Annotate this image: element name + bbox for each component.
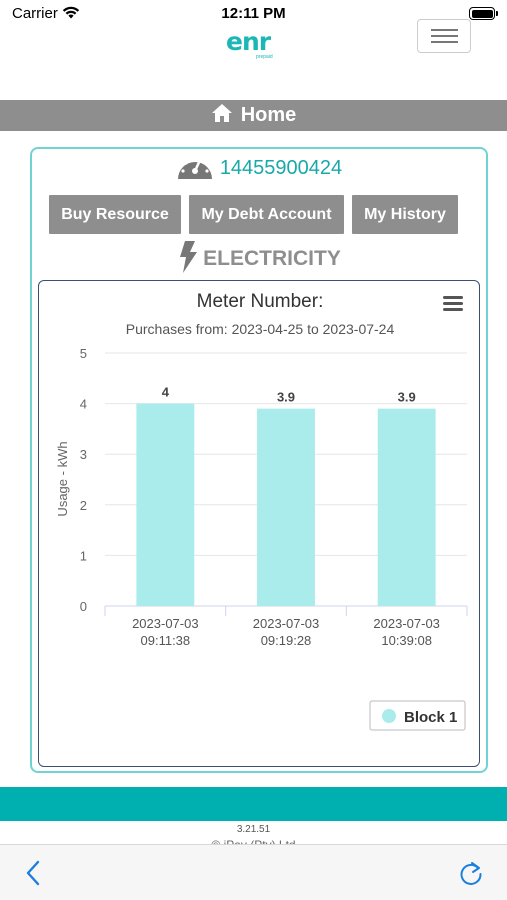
y-tick-label: 3	[80, 447, 87, 462]
chart-svg: Meter Number: Purchases from: 2023-04-25…	[55, 291, 468, 731]
chart-menu-icon[interactable]	[443, 296, 463, 311]
x-tick-label: 10:39:08	[381, 633, 432, 648]
y-tick-label: 2	[80, 498, 87, 513]
x-tick-label: 09:19:28	[261, 633, 312, 648]
chevron-left-icon	[26, 860, 40, 886]
back-button[interactable]	[22, 859, 46, 887]
my-debt-account-button[interactable]: My Debt Account	[189, 195, 344, 234]
legend[interactable]: Block 1	[369, 700, 466, 731]
data-label: 3.9	[398, 390, 416, 405]
y-axis-label: Usage - kWh	[55, 441, 70, 516]
reload-icon	[460, 862, 482, 885]
hamburger-menu-button[interactable]	[417, 19, 471, 53]
y-tick-label: 0	[80, 599, 87, 614]
app-logo: enr prepaid	[226, 27, 286, 61]
page-title: Home	[240, 104, 297, 126]
bar[interactable]	[136, 403, 195, 606]
chart-subtitle: Purchases from: 2023-04-25 to 2023-07-24	[126, 321, 395, 337]
y-tick-label: 1	[80, 548, 87, 563]
page-title-bar: Home	[0, 100, 507, 131]
browser-toolbar	[0, 844, 507, 900]
carrier-label: Carrier	[12, 5, 58, 22]
gauge-icon	[176, 151, 214, 186]
y-tick-label: 4	[80, 397, 87, 412]
data-label: 3.9	[277, 390, 295, 405]
x-tick-label: 2023-07-03	[373, 616, 440, 631]
bar[interactable]	[257, 408, 315, 606]
legend-marker	[382, 709, 396, 723]
meter-card: 14455900424 Buy Resource My Debt Account…	[30, 147, 488, 773]
status-bar: Carrier 12:11 PM	[0, 0, 507, 28]
meter-number: 14455900424	[219, 156, 343, 179]
bar[interactable]	[377, 408, 436, 606]
buy-resource-button[interactable]: Buy Resource	[49, 195, 181, 234]
reload-button[interactable]	[457, 859, 485, 887]
my-history-button[interactable]: My History	[352, 195, 458, 234]
footer-strip	[0, 787, 507, 821]
resource-type: ELECTRICITY	[32, 240, 486, 279]
usage-chart: Meter Number: Purchases from: 2023-04-25…	[38, 280, 480, 767]
clock: 12:11 PM	[221, 5, 286, 22]
logo-text: enr	[226, 27, 271, 56]
meter-header: 14455900424	[32, 152, 486, 184]
legend-label: Block 1	[404, 709, 457, 726]
x-tick-label: 2023-07-03	[253, 616, 320, 631]
battery-icon	[469, 7, 498, 20]
lightning-icon	[177, 240, 199, 279]
data-label: 4	[162, 385, 170, 400]
action-buttons: Buy Resource My Debt Account My History	[49, 195, 458, 234]
resource-label: ELECTRICITY	[203, 247, 341, 270]
y-tick-label: 5	[80, 346, 87, 361]
x-tick-label: 09:11:38	[141, 633, 191, 648]
wifi-icon	[62, 6, 80, 24]
chart-title: Meter Number:	[197, 291, 324, 312]
app-version: 3.21.51	[236, 824, 271, 835]
home-icon	[211, 103, 233, 128]
logo-subtext: prepaid	[256, 54, 273, 60]
x-tick-label: 2023-07-03	[132, 616, 199, 631]
